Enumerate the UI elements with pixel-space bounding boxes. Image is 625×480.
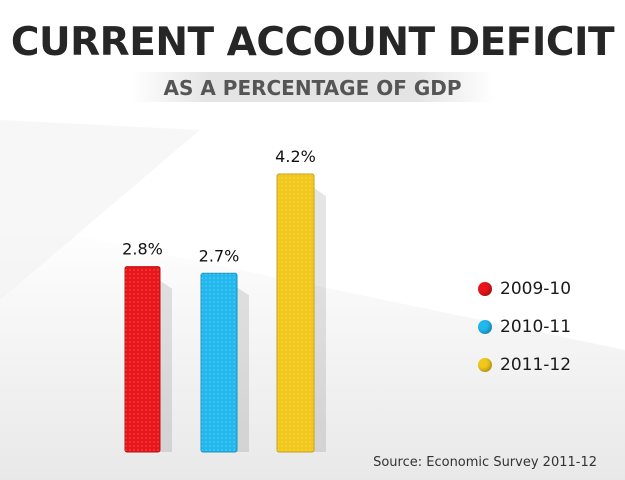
- legend: 2009-10 2010-11 2011-12: [478, 270, 571, 384]
- bar-texture: [125, 266, 160, 452]
- bar-shadow: [160, 280, 172, 452]
- chart-subtitle: AS A PERCENTAGE OF GDP: [163, 76, 462, 100]
- bar-texture: [201, 273, 237, 452]
- legend-dot-icon: [478, 358, 492, 372]
- chart-title: CURRENT ACCOUNT DEFICIT: [10, 20, 615, 65]
- legend-label: 2009-10: [500, 279, 572, 299]
- bar-shadow: [314, 188, 326, 452]
- value-label: 2.8%: [122, 240, 163, 259]
- legend-label: 2011-12: [500, 355, 572, 375]
- value-label: 2.7%: [199, 246, 240, 265]
- legend-dot-icon: [478, 282, 492, 296]
- legend-item: 2011-12: [478, 346, 571, 384]
- source-note: Source: Economic Survey 2011-12: [373, 455, 597, 470]
- bar-texture: [277, 174, 314, 452]
- legend-item: 2009-10: [478, 270, 571, 308]
- bar-shadow: [237, 287, 249, 452]
- subtitle-band: [130, 72, 495, 102]
- legend-label: 2010-11: [500, 317, 572, 337]
- legend-item: 2010-11: [478, 308, 571, 346]
- legend-dot-icon: [478, 320, 492, 334]
- value-label: 4.2%: [275, 147, 316, 166]
